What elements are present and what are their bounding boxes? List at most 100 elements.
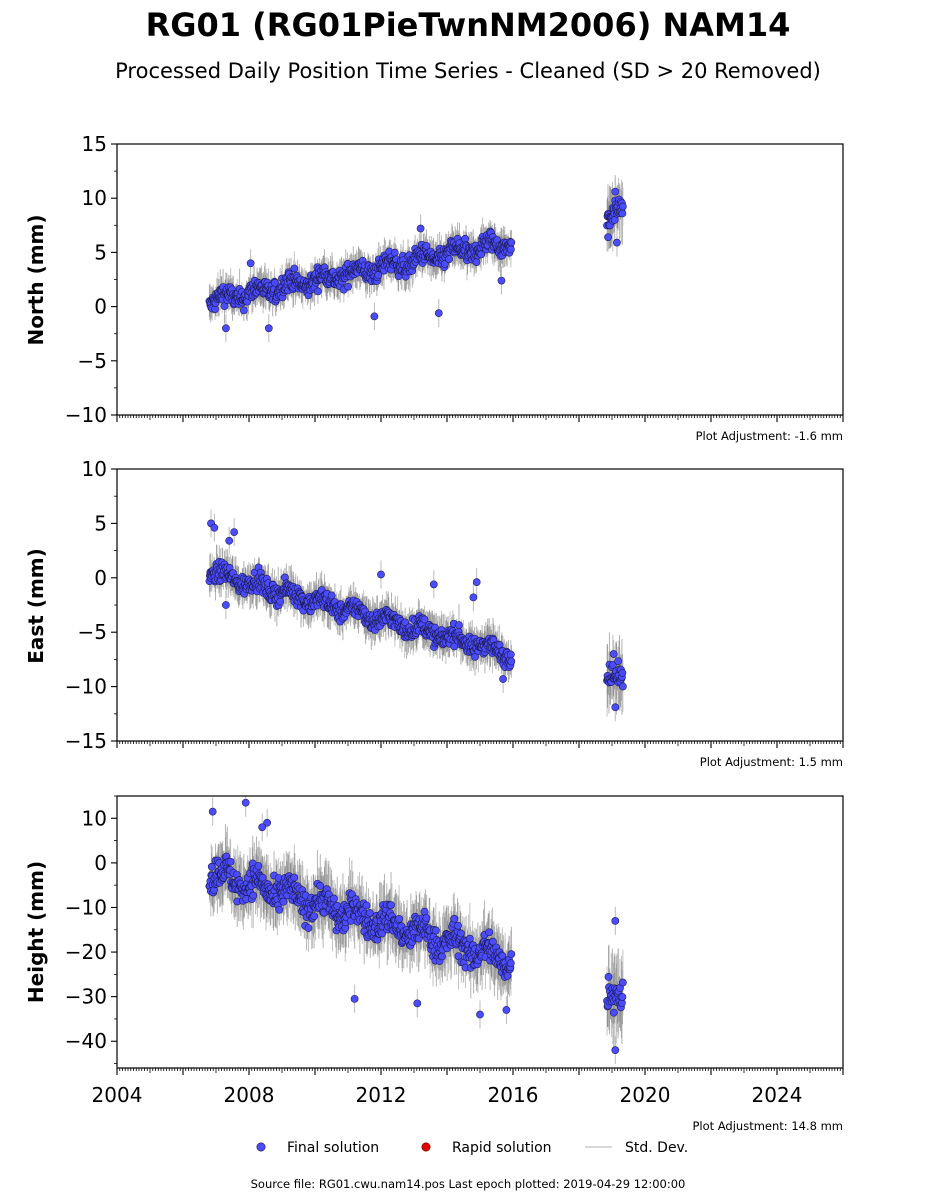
east-data-point <box>276 597 285 606</box>
east-data-point <box>507 650 515 659</box>
east-outlier-point <box>230 528 239 536</box>
north-data-point <box>271 278 279 287</box>
east-data-points <box>205 519 627 712</box>
east-outlier-point <box>225 536 234 545</box>
north-outlier-point <box>434 309 443 317</box>
north-data-point <box>239 306 248 315</box>
north-outlier-point <box>370 312 379 321</box>
north-outlier-point <box>604 233 612 242</box>
height-outlier-point <box>208 807 217 816</box>
height-data-point <box>362 901 371 910</box>
north-data-point <box>472 258 481 266</box>
east-data-point <box>420 615 429 624</box>
height-data-point <box>450 914 459 923</box>
east-outlier-point <box>499 675 507 683</box>
height-data-point <box>507 950 516 959</box>
north-data-point <box>619 202 627 211</box>
east-outlier-point <box>472 578 481 587</box>
height-data-point <box>226 857 235 866</box>
height-data-point <box>275 905 284 914</box>
north-outlier-point <box>497 276 506 285</box>
north-panel: North (mm) Plot Adjustment: -1.6 mm −10 −… <box>24 132 844 443</box>
legend-rapid-marker <box>421 1142 431 1152</box>
height-x-tick-label: 2020 <box>620 1083 671 1107</box>
east-data-point <box>455 621 463 629</box>
east-y-tick-label: −5 <box>78 620 107 644</box>
east-y-axis-label: East (mm) <box>24 548 48 664</box>
east-outlier-point <box>210 523 219 532</box>
height-data-point <box>489 937 497 946</box>
height-data-point <box>290 873 299 882</box>
east-data-point <box>507 657 516 666</box>
height-data-point <box>330 894 338 903</box>
north-data-point <box>314 287 322 296</box>
north-data-point <box>390 248 399 257</box>
east-data-point <box>619 682 627 691</box>
north-outlier-point <box>246 259 255 268</box>
north-y-tick-label: 0 <box>94 295 107 319</box>
height-x-ticks <box>116 1068 844 1075</box>
east-outlier-point <box>611 703 620 712</box>
height-data-point <box>619 978 627 987</box>
height-y-tick-label: −40 <box>65 1029 107 1053</box>
height-outlier-point <box>258 823 267 832</box>
east-outlier-point <box>469 593 478 602</box>
height-y-tick-label: −10 <box>65 895 107 919</box>
height-data-point <box>365 909 374 917</box>
legend-final-marker <box>256 1142 266 1152</box>
north-y-tick-label: 10 <box>82 186 107 210</box>
height-y-tick-label: 10 <box>82 806 107 830</box>
height-outlier-point <box>350 995 359 1003</box>
height-data-point <box>254 862 263 870</box>
legend-stddev-label: Std. Dev. <box>625 1140 688 1156</box>
north-outlier-point <box>264 324 273 333</box>
east-data-point <box>618 669 627 677</box>
height-y-tick-label: 0 <box>94 851 107 875</box>
east-outlier-point <box>429 580 438 589</box>
east-x-ticks <box>116 741 844 748</box>
east-y-tick-label: −15 <box>65 729 107 753</box>
north-data-point <box>507 245 515 254</box>
height-outlier-point <box>263 818 272 827</box>
north-outlier-point <box>613 238 621 247</box>
height-data-point <box>249 891 258 900</box>
east-plot-adjustment: Plot Adjustment: 1.5 mm <box>700 755 843 769</box>
north-y-tick-label: 5 <box>94 240 107 264</box>
height-data-point <box>465 934 474 943</box>
height-data-point <box>498 951 507 960</box>
height-outlier-point <box>502 1006 511 1014</box>
north-y-tick-label: −10 <box>65 403 107 427</box>
height-outlier-point <box>611 916 620 925</box>
legend-final-label: Final solution <box>287 1140 379 1156</box>
height-data-point <box>395 914 403 923</box>
east-y-tick-label: −10 <box>65 675 107 699</box>
height-data-point <box>456 929 465 938</box>
height-plot-adjustment: Plot Adjustment: 14.8 mm <box>692 1119 843 1133</box>
height-data-point <box>316 881 325 890</box>
north-outlier-point <box>222 324 230 333</box>
east-outlier-point <box>377 570 385 579</box>
north-data-point <box>344 282 352 291</box>
height-x-tick-label: 2004 <box>92 1083 143 1107</box>
east-data-point <box>608 661 617 669</box>
east-outlier-point <box>609 650 618 658</box>
figure-title: RG01 (RG01PieTwnNM2006) NAM14 <box>146 6 791 44</box>
height-outlier-point <box>476 1010 484 1019</box>
height-data-point <box>310 912 319 921</box>
height-data-point <box>507 959 515 968</box>
north-data-point <box>290 264 299 273</box>
height-y-tick-label: −30 <box>65 985 107 1009</box>
height-data-point <box>431 926 440 935</box>
east-data-point <box>327 591 336 600</box>
height-outlier-point <box>611 1046 620 1055</box>
north-y-axis-label: North (mm) <box>24 214 48 345</box>
height-panel: Height (mm) Plot Adjustment: 14.8 mm −40… <box>24 795 844 1133</box>
east-data-point <box>471 652 479 661</box>
height-x-tick-label: 2016 <box>488 1083 539 1107</box>
east-y-tick-label: 5 <box>94 511 107 535</box>
east-data-point <box>614 657 622 665</box>
height-data-point <box>422 914 431 922</box>
height-data-point <box>454 921 462 930</box>
height-data-point <box>485 928 494 937</box>
